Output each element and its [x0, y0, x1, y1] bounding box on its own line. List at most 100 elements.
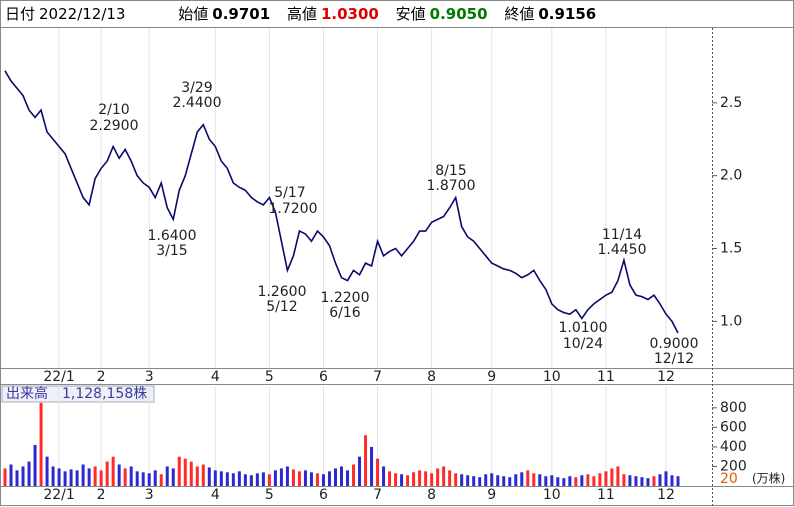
annotations: 2/10 2.2900 3/29 2.4400 3/15 1.6400 5/17… [90, 80, 699, 367]
volume-bar [9, 464, 13, 486]
x-tick-label: 22/1 [43, 369, 74, 385]
volume-bar [388, 471, 392, 486]
annotation: 5/17 [274, 185, 305, 201]
value: 0.9156 [538, 5, 597, 23]
volume-bar [478, 477, 482, 486]
volume-bar [460, 474, 464, 486]
volume-bar [346, 470, 350, 486]
volume-bar [285, 466, 289, 486]
y-tick-label: 1.5 [720, 241, 742, 257]
annotation: 10/24 [563, 336, 603, 352]
volume-bar [237, 471, 241, 486]
volume-bar [141, 472, 145, 486]
volume-bar [219, 471, 223, 486]
volume-bar [189, 461, 193, 486]
volume-bar [538, 474, 542, 486]
volume-bar [406, 475, 410, 486]
header: 日付 2022/12/13 始値 0.9701 高値 1.0300 安値 0.9050 … [0, 0, 794, 28]
x-tick-label: 3 [145, 369, 154, 385]
x-tick-label: 12 [657, 369, 675, 385]
label: 日付 [5, 5, 36, 23]
price-line [4, 70, 679, 334]
volume-bar [213, 470, 217, 486]
volume-bar [604, 471, 608, 486]
volume-bar [255, 473, 259, 486]
volume-bar [327, 471, 331, 486]
volume-bar [243, 474, 247, 486]
value: 0.9701 [212, 5, 271, 23]
x-tick-label: 8 [427, 369, 436, 385]
annotation: 8/15 [435, 163, 466, 179]
volume-bar [652, 476, 656, 486]
volume-bar [640, 477, 644, 486]
annotation: 1.7200 [269, 201, 318, 217]
volume-bar [309, 472, 313, 486]
annotation: 1.2600 [258, 284, 307, 300]
volume-bar [580, 475, 584, 486]
x-tick-label: 5 [265, 369, 274, 385]
x-tick-label: 10 [543, 369, 561, 385]
volume-bar [574, 477, 578, 486]
annotation: 0.9000 [650, 336, 699, 352]
volume-bar [123, 468, 127, 486]
volume-bar [562, 478, 566, 486]
volume-bar [412, 472, 416, 486]
volume-bar [382, 466, 386, 486]
volume-bar [376, 458, 380, 486]
volume-bar [556, 477, 560, 486]
volume-bar [532, 473, 536, 486]
label: 高値 [286, 5, 317, 23]
volume-bar [622, 474, 626, 486]
date: 2022/12/13 [39, 5, 126, 23]
volume-bar [424, 471, 428, 486]
volume-bar [616, 466, 620, 486]
volume-bar [93, 466, 97, 486]
x-tick-label: 9 [487, 369, 496, 385]
volume-bar [231, 473, 235, 486]
y-tick-label: 1.0 [720, 313, 742, 329]
value: 1.0300 [320, 5, 379, 23]
y-tick-label: 2.0 [720, 168, 742, 184]
volume-bar [117, 464, 121, 486]
annotation: 1.6400 [148, 228, 197, 244]
volume-bar [544, 476, 548, 486]
volume-bar [508, 477, 512, 486]
volume-bar [195, 466, 199, 486]
y-tick-label: 800 [720, 400, 747, 416]
annotation: 11/14 [602, 227, 642, 243]
volume-bar [418, 470, 422, 486]
volume-bar [279, 468, 283, 486]
label-box [1, 385, 155, 403]
volume-bar [658, 474, 662, 486]
volume-bar [598, 473, 602, 486]
x-tick-label: 3 [145, 487, 154, 503]
x-tick-label: 11 [597, 369, 615, 385]
x-tick-label: 22/1 [43, 487, 74, 503]
frame [0, 27, 794, 506]
x-tick-label: 12 [657, 487, 675, 503]
volume-bar [514, 474, 518, 486]
x-tick-label: 2 [97, 487, 106, 503]
volume-bar [147, 473, 151, 486]
volume-bar [165, 466, 169, 486]
volume-bar [676, 476, 680, 486]
annotation: 1.2200 [321, 290, 370, 306]
x-tick-label: 6 [319, 487, 328, 503]
value: 0.9050 [429, 5, 488, 23]
volume-bar [177, 456, 181, 486]
volume-min-label: 20 [720, 471, 738, 487]
volume-bar [225, 472, 229, 486]
volume-bar [303, 470, 307, 486]
volume-bar [592, 476, 596, 486]
volume-bar [249, 475, 253, 486]
volume-bar [550, 475, 554, 486]
volume-bar [171, 468, 175, 486]
label: 始値 [178, 5, 209, 23]
volume-bar [39, 402, 43, 486]
volume-bar [436, 468, 440, 486]
volume-bar [273, 470, 277, 486]
volume-bar [87, 468, 91, 486]
annotation: 2.2900 [90, 118, 139, 134]
volume-bar [159, 474, 163, 486]
volume-bar [364, 435, 368, 486]
